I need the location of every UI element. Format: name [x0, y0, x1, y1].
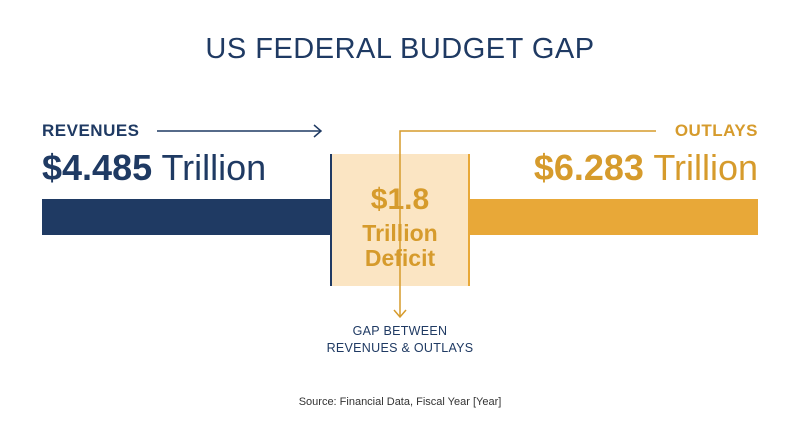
deficit-amount: $1.8	[370, 183, 430, 216]
revenues-bar	[42, 199, 331, 235]
revenues-unit: Trillion	[161, 147, 267, 188]
revenues-amount: $4.485	[42, 147, 153, 188]
deficit-label: $1.8 Trillion Deficit	[331, 154, 469, 286]
revenues-label: REVENUES	[42, 121, 140, 140]
deficit-unit: Trillion	[362, 220, 438, 246]
outlays-amount: $6.283	[533, 147, 644, 188]
outlays-value: $6.283 Trillion	[534, 145, 758, 191]
outlays-label: OUTLAYS	[674, 121, 758, 140]
gap-annotation-line2: REVENUES & OUTLAYS	[326, 341, 474, 355]
outlays-unit: Trillion	[653, 147, 758, 188]
deficit-word: Deficit	[364, 245, 436, 271]
revenues-arrow-icon	[157, 124, 323, 138]
source-note: Source: Financial Data, Fiscal Year [Yea…	[298, 396, 502, 408]
gap-annotation-line1: GAP BETWEEN	[352, 324, 448, 338]
chart-title: US FEDERAL BUDGET GAP	[205, 33, 595, 65]
outlays-connector-arrow-icon	[393, 130, 656, 319]
outlays-bar	[469, 199, 758, 235]
gap-annotation: GAP BETWEEN REVENUES & OUTLAYS	[270, 323, 530, 357]
revenues-value: $4.485 Trillion	[42, 145, 266, 191]
